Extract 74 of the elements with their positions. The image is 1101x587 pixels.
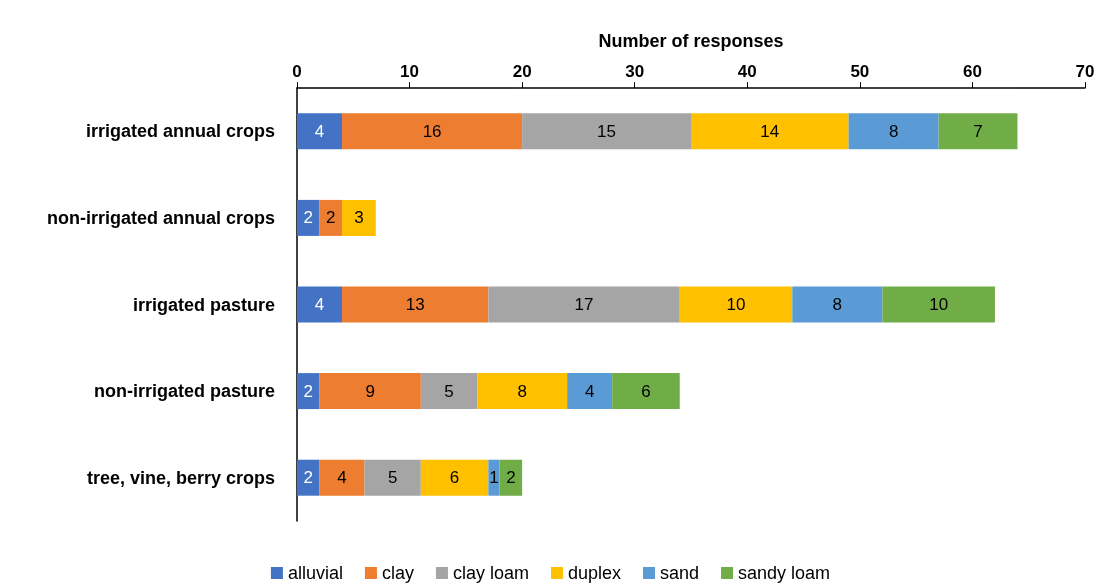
bar — [691, 113, 849, 150]
data-label: 2 — [303, 468, 313, 488]
data-label: 1 — [489, 468, 499, 488]
data-label: 9 — [365, 381, 375, 401]
y-tick-label: non-irrigated pasture — [93, 381, 275, 402]
bar — [319, 373, 421, 410]
bar — [342, 113, 523, 150]
data-label: 5 — [387, 468, 398, 488]
legend-label: sandy loam — [738, 563, 831, 583]
bar — [477, 373, 568, 410]
data-label: 4 — [314, 121, 325, 141]
bar — [488, 286, 680, 323]
data-label: 8 — [832, 295, 843, 314]
data-label: 10 — [726, 295, 746, 314]
y-tick-label: tree, vine, berry crops — [86, 467, 275, 488]
bar — [297, 373, 320, 410]
data-label: 2 — [303, 381, 313, 401]
data-label: 6 — [641, 381, 651, 401]
legend-label: sand — [660, 563, 700, 583]
data-label: 4 — [314, 295, 325, 314]
bar — [792, 286, 883, 323]
bar — [297, 113, 343, 150]
y-tick-label: irrigated annual crops — [85, 121, 275, 142]
bar — [488, 459, 500, 496]
data-label: 16 — [422, 121, 442, 141]
bar — [297, 199, 320, 236]
data-label: 7 — [973, 121, 983, 141]
x-tick-label: 60 — [962, 62, 982, 81]
data-label: 3 — [354, 208, 364, 228]
x-tick-label: 70 — [1075, 62, 1095, 81]
bar — [848, 113, 939, 150]
legend-label: alluvial — [287, 563, 343, 583]
data-label: 10 — [929, 295, 949, 314]
bar — [342, 286, 489, 323]
legend-label: clay loam — [452, 563, 529, 583]
legend-label: clay — [381, 563, 414, 583]
data-label: 2 — [506, 468, 516, 488]
bar — [319, 459, 365, 496]
bar — [938, 113, 1018, 150]
x-axis-title: Number of responses — [598, 31, 784, 51]
x-tick-label: 40 — [737, 62, 757, 81]
y-tick-label: irrigated pasture — [132, 294, 275, 315]
x-tick-label: 20 — [512, 62, 532, 81]
bar — [420, 373, 478, 410]
x-tick-label: 10 — [400, 62, 420, 81]
data-label: 2 — [326, 208, 336, 228]
bar — [499, 459, 523, 496]
bar — [342, 199, 376, 236]
data-label: 2 — [303, 208, 313, 228]
bar — [319, 199, 343, 236]
bar — [612, 373, 680, 410]
data-label: 13 — [405, 295, 425, 314]
x-tick-label: 30 — [625, 62, 645, 81]
x-tick-label: 0 — [292, 62, 302, 81]
data-label: 6 — [449, 468, 460, 488]
x-tick-label: 50 — [850, 62, 870, 81]
data-label: 15 — [597, 121, 617, 141]
data-label: 17 — [574, 295, 594, 314]
legend-label: duplex — [567, 563, 622, 583]
bar — [522, 113, 691, 150]
bar — [567, 373, 613, 410]
data-label: 14 — [760, 121, 780, 141]
bar — [679, 286, 793, 323]
bar — [420, 459, 489, 496]
data-label: 8 — [888, 121, 899, 141]
bar — [882, 286, 995, 323]
data-label: 4 — [337, 468, 347, 488]
bar — [364, 459, 421, 496]
y-tick-label: non-irrigated annual crops — [46, 207, 275, 228]
bar — [297, 459, 320, 496]
data-label: 5 — [444, 381, 454, 401]
bar — [297, 286, 343, 323]
data-label: 8 — [517, 381, 527, 401]
data-label: 4 — [584, 381, 595, 401]
